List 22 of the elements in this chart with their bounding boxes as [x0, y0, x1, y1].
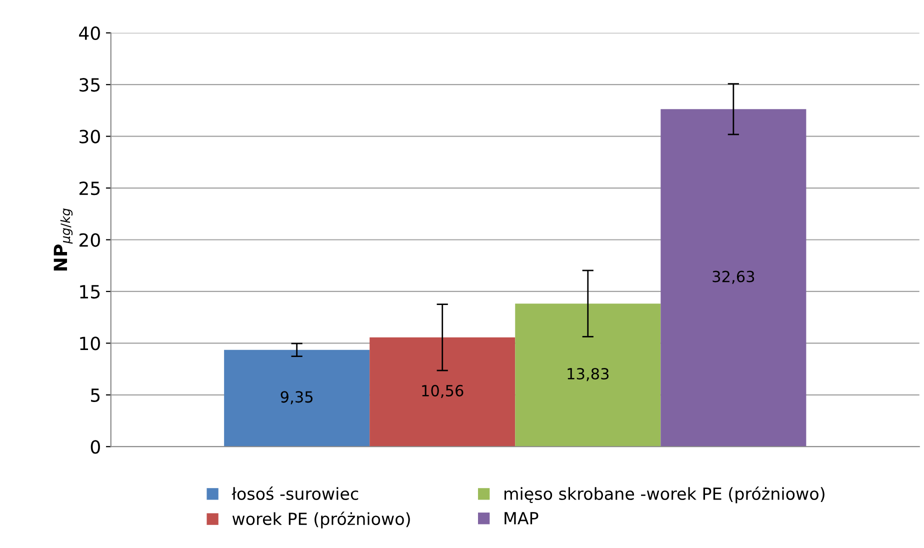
bar: [515, 304, 661, 447]
y-tick-label: 30: [80, 130, 100, 144]
y-tick-label: 5: [91, 388, 100, 402]
legend-label: mięso skrobane -worek PE (próżniowo): [504, 486, 824, 504]
y-axis-title: NP$_{µg/kg}$: [54, 208, 73, 270]
y-tick-label: 25: [80, 181, 100, 196]
y-tick-label: 20: [80, 233, 100, 247]
y-tick-label: 35: [80, 78, 100, 92]
y-tick-label: 40: [79, 26, 100, 40]
bar: [224, 350, 370, 447]
bar: [660, 109, 806, 447]
data-label: 9,35: [280, 391, 313, 404]
bar: [370, 337, 516, 447]
data-label: 13,83: [568, 368, 609, 382]
y-tick-label: 15: [80, 285, 100, 299]
y-tick-label: 10: [80, 336, 100, 350]
data-label: 32,63: [712, 270, 754, 284]
legend-label: łosoś -surowiec: [232, 486, 358, 500]
data-label: 10,56: [422, 384, 464, 398]
legend-label: worek PE (próżniowo): [232, 512, 410, 528]
y-tick-label: 0: [90, 440, 100, 454]
legend-label: MAP: [504, 512, 538, 524]
